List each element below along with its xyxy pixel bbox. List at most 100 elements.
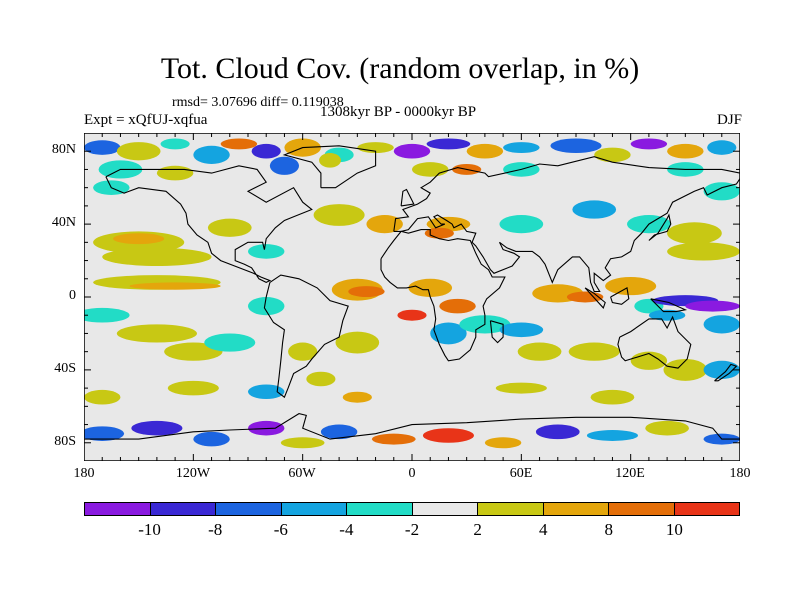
colorbar-swatch-2: [216, 503, 282, 515]
colorbar-swatch-8: [609, 503, 675, 515]
colorbar-label-8: 10: [665, 520, 683, 539]
x-tick-120e: 120E: [615, 466, 645, 481]
anomaly-blob: [348, 286, 385, 297]
anomaly-blob: [220, 138, 258, 150]
anomaly-blob: [586, 430, 638, 441]
colorbar-swatch-7: [543, 503, 609, 515]
anomaly-blob: [594, 147, 631, 163]
colorbar-swatch-3: [281, 503, 347, 515]
anomaly-blob: [84, 140, 121, 155]
anomaly-blob: [193, 431, 230, 447]
anomaly-blob: [393, 143, 431, 159]
anomaly-blob: [572, 200, 617, 219]
x-tick-0: 0: [408, 466, 416, 481]
coastline: [380, 229, 506, 362]
anomaly-blob: [426, 138, 471, 150]
anomaly-blob: [412, 162, 449, 177]
anomaly-blob: [703, 315, 740, 334]
anomaly-blob: [342, 391, 372, 403]
anomaly-blob: [422, 428, 474, 443]
anomaly-blob: [371, 433, 416, 445]
anomaly-blob: [503, 142, 540, 154]
x-tick-180e: 180: [729, 466, 751, 481]
anomaly-blob: [466, 143, 504, 159]
anomaly-blob: [630, 138, 668, 150]
coastline: [393, 178, 740, 293]
anomaly-blob: [313, 204, 365, 226]
colorbar-swatch-0: [85, 503, 151, 515]
anomaly-fields: [84, 138, 740, 449]
coastline: [263, 274, 349, 399]
axis-ticks: [84, 133, 740, 461]
anomaly-blob: [550, 138, 602, 154]
anomaly-blob: [84, 307, 130, 323]
anomaly-blob: [648, 309, 686, 321]
coastline: [650, 298, 688, 313]
anomaly-blob: [113, 233, 165, 245]
anomaly-blob: [320, 424, 358, 440]
colorbar-swatch-5: [412, 503, 478, 515]
colorbar-label-3: -4: [339, 520, 354, 539]
anomaly-blob: [630, 351, 668, 370]
anomaly-blob: [131, 420, 183, 436]
coastline: [393, 156, 740, 232]
y-tick-40n: 40N: [51, 215, 76, 230]
anomaly-blob: [248, 244, 285, 259]
anomaly-blob: [366, 215, 403, 234]
anomaly-blob: [288, 342, 318, 361]
map-background: [84, 133, 740, 461]
anomaly-blob: [605, 276, 657, 296]
anomaly-blob: [251, 143, 281, 159]
coastline: [489, 320, 504, 344]
coastlines: [84, 145, 740, 440]
y-tick-40s: 40S: [54, 361, 76, 376]
anomaly-blob: [703, 182, 740, 201]
colorbar-label-2: -6: [273, 520, 288, 539]
anomaly-blob: [167, 380, 219, 396]
anomaly-blob: [499, 215, 544, 234]
rmsd-diff-stats: rmsd= 3.07696 diff= 0.119038: [172, 95, 344, 110]
y-tick-80n: 80N: [51, 142, 76, 157]
coastline: [400, 188, 415, 207]
anomaly-blob: [667, 143, 704, 159]
x-tick-60w: 60W: [288, 466, 316, 481]
colorbar-swatch-4: [347, 503, 413, 515]
anomaly-blob: [703, 360, 740, 379]
coastline: [84, 413, 740, 440]
anomaly-blob: [568, 342, 620, 361]
colorbar-label-7: 8: [604, 520, 614, 539]
anomaly-blob: [572, 165, 617, 181]
anomaly-blob: [306, 371, 336, 387]
colorbar-swatch-9: [674, 503, 739, 515]
anomaly-blob: [160, 138, 190, 150]
anomaly-blob: [248, 384, 285, 400]
season-label: DJF: [716, 112, 742, 128]
anomaly-blob: [319, 153, 341, 168]
y-tick-80s: 80S: [54, 434, 76, 449]
anomaly-blob: [707, 140, 737, 155]
anomaly-blob: [211, 173, 248, 188]
colorbar-swatch-6: [478, 503, 544, 515]
anomaly-blob: [439, 298, 476, 314]
anomaly-blob: [590, 389, 635, 405]
anomaly-blob: [499, 322, 544, 338]
experiment-label: Expt = xQfUJ-xqfua: [84, 112, 208, 128]
anomaly-blob: [663, 358, 708, 381]
anomaly-blob: [193, 145, 230, 164]
anomaly-blob: [495, 382, 547, 394]
anomaly-blob: [667, 222, 722, 245]
colorbar-label-4: -2: [404, 520, 420, 539]
anomaly-blob: [517, 342, 562, 361]
anomaly-blob: [408, 278, 453, 297]
anomaly-blob: [156, 165, 194, 181]
colorbar: [84, 502, 740, 516]
anomaly-blob: [685, 300, 740, 312]
colorbar-swatch-1: [150, 503, 216, 515]
coastline: [610, 287, 630, 305]
anomaly-blob: [397, 309, 427, 321]
x-tick-120w: 120W: [175, 466, 211, 481]
anomaly-blob: [280, 437, 325, 449]
anomaly-blob: [430, 322, 467, 345]
anomaly-blob: [566, 291, 604, 303]
anomaly-blob: [645, 420, 689, 436]
